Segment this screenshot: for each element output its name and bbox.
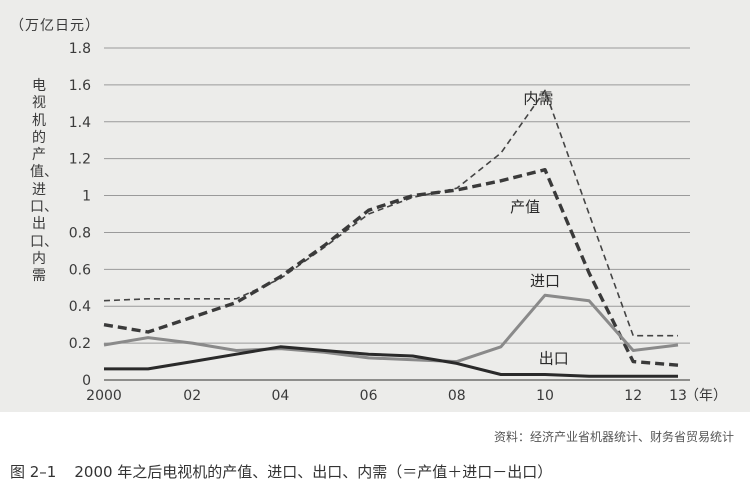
y-tick-label: 0.4 <box>69 299 91 315</box>
x-tick-label: 12 <box>624 388 642 404</box>
y-tick-label: 1 <box>82 189 91 205</box>
x-axis-unit-label: （年） <box>685 388 727 404</box>
y-tick-label: 0.8 <box>69 225 91 241</box>
x-tick-label: 10 <box>536 388 554 404</box>
figure-caption: 图 2–1 2000 年之后电视机的产值、进口、出口、内需（＝产值＋进口－出口） <box>10 461 552 482</box>
x-tick-label: 13 <box>669 388 687 404</box>
caption-text: 2000 年之后电视机的产值、进口、出口、内需（＝产值＋进口－出口） <box>74 463 553 481</box>
series-annotation: 出口 <box>539 349 569 367</box>
x-tick-label: 02 <box>183 388 201 404</box>
x-tick-label: 04 <box>271 388 289 404</box>
y-tick-label: 0 <box>82 373 91 389</box>
y-tick-label: 1.4 <box>69 115 91 131</box>
source-note: 资料：经济产业省机器统计、财务省贸易统计 <box>493 430 734 444</box>
y-tick-label: 1.2 <box>69 152 91 168</box>
series-line-内需 <box>103 89 678 337</box>
series-annotation: 进口 <box>530 272 560 290</box>
series-line-出口 <box>104 345 678 378</box>
unit-label: （万亿日元） <box>10 18 100 34</box>
series-line-进口 <box>103 293 679 364</box>
series-annotation: 产值 <box>510 198 540 216</box>
line-chart: 0 0.2 0.4 0.6 0.8 1 1.2 1.4 1.6 1.8 2000 02 04 06 08 10… <box>69 41 727 404</box>
figure-number: 图 2–1 <box>10 463 57 481</box>
y-tick-label: 0.2 <box>69 336 91 352</box>
y-tick-label: 1.6 <box>69 78 91 94</box>
series-annotation: 内需 <box>523 89 553 107</box>
x-tick-label: 06 <box>360 388 378 404</box>
x-tick-label: 2000 <box>86 388 122 404</box>
series-line-产值 <box>103 167 679 367</box>
y-axis-label: 电视机的产值、进口、出口、内需 <box>30 78 58 285</box>
y-tick-label: 1.8 <box>69 41 91 57</box>
x-tick-label: 08 <box>448 388 466 404</box>
y-tick-label: 0.6 <box>69 262 91 278</box>
